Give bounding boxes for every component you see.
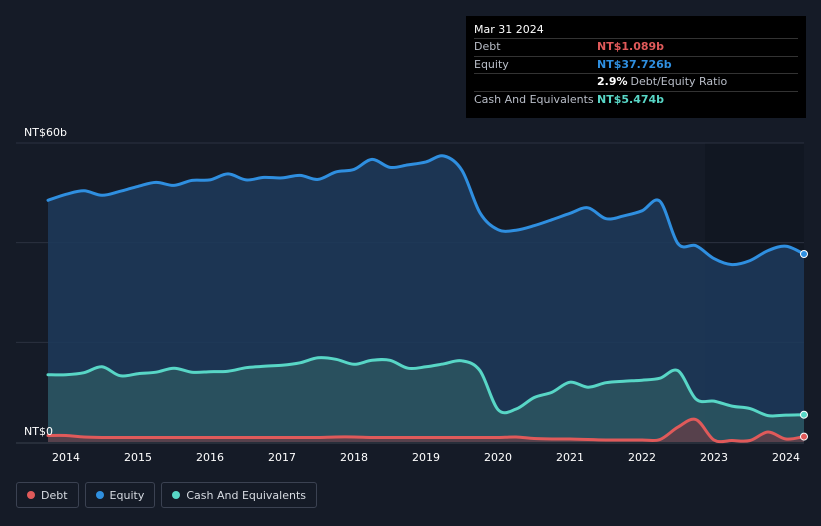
cash-and-equivalents-area — [48, 357, 804, 442]
tooltip-value: 2.9% — [597, 75, 628, 88]
tooltip-row-equity: Equity NT$37.726b — [474, 55, 798, 74]
legend-dot-icon — [95, 491, 104, 499]
tooltip-label — [474, 74, 597, 91]
x-tick-label: 2018 — [340, 451, 368, 464]
equity-line — [46, 154, 806, 267]
legend-item-debt[interactable]: Debt — [16, 482, 79, 508]
tooltip-value: NT$37.726b — [597, 57, 672, 71]
tooltip-value: NT$5.474b — [597, 92, 665, 106]
debt-area — [48, 419, 804, 442]
tooltip-panel: Mar 31 2024 Debt NT$1.089b Equity NT$37.… — [466, 16, 806, 118]
y-axis-label-top: NT$60b — [24, 126, 67, 139]
x-tick-label: 2019 — [412, 451, 440, 464]
x-tick-label: 2023 — [700, 451, 728, 464]
cash-and-equivalents-line — [46, 356, 806, 418]
x-tick-label: 2014 — [52, 451, 80, 464]
debt-end-marker — [800, 432, 808, 441]
x-tick-label: 2015 — [124, 451, 152, 464]
x-tick-label: 2020 — [484, 451, 512, 464]
tooltip-label: Debt — [474, 40, 501, 53]
x-tick-label: 2022 — [628, 451, 656, 464]
x-tick-label: 2024 — [772, 451, 800, 464]
legend-label: Equity — [109, 488, 145, 502]
tooltip-row-cash: Cash And Equivalents NT$5.474b — [474, 90, 798, 109]
tooltip-label: Cash And Equivalents — [474, 92, 594, 106]
tooltip-row-debt: Debt NT$1.089b — [474, 38, 798, 56]
x-tick-label: 2016 — [196, 451, 224, 464]
tooltip-date: Mar 31 2024 — [474, 23, 544, 36]
equity-end-marker — [800, 249, 808, 258]
tooltip-value: NT$1.089b — [597, 40, 665, 53]
legend-label: Debt — [41, 488, 68, 502]
legend-item-cash[interactable]: Cash And Equivalents — [161, 482, 317, 508]
x-tick-label: 2021 — [556, 451, 584, 464]
legend-dot-icon — [27, 491, 35, 499]
legend-label: Cash And Equivalents — [186, 488, 306, 502]
legend-item-equity[interactable]: Equity — [84, 482, 156, 508]
tooltip-suffix: Debt/Equity Ratio — [630, 75, 728, 88]
legend: Debt Equity Cash And Equivalents — [16, 482, 317, 508]
tooltip-row-ratio: 2.9% Debt/Equity Ratio — [474, 73, 798, 91]
cash-and-equivalents-end-marker — [800, 410, 808, 419]
tooltip-label: Equity — [474, 57, 509, 71]
y-axis-label-zero: NT$0 — [24, 425, 53, 438]
legend-dot-icon — [172, 491, 181, 499]
debt-line — [46, 417, 806, 444]
x-tick-label: 2017 — [268, 451, 296, 464]
